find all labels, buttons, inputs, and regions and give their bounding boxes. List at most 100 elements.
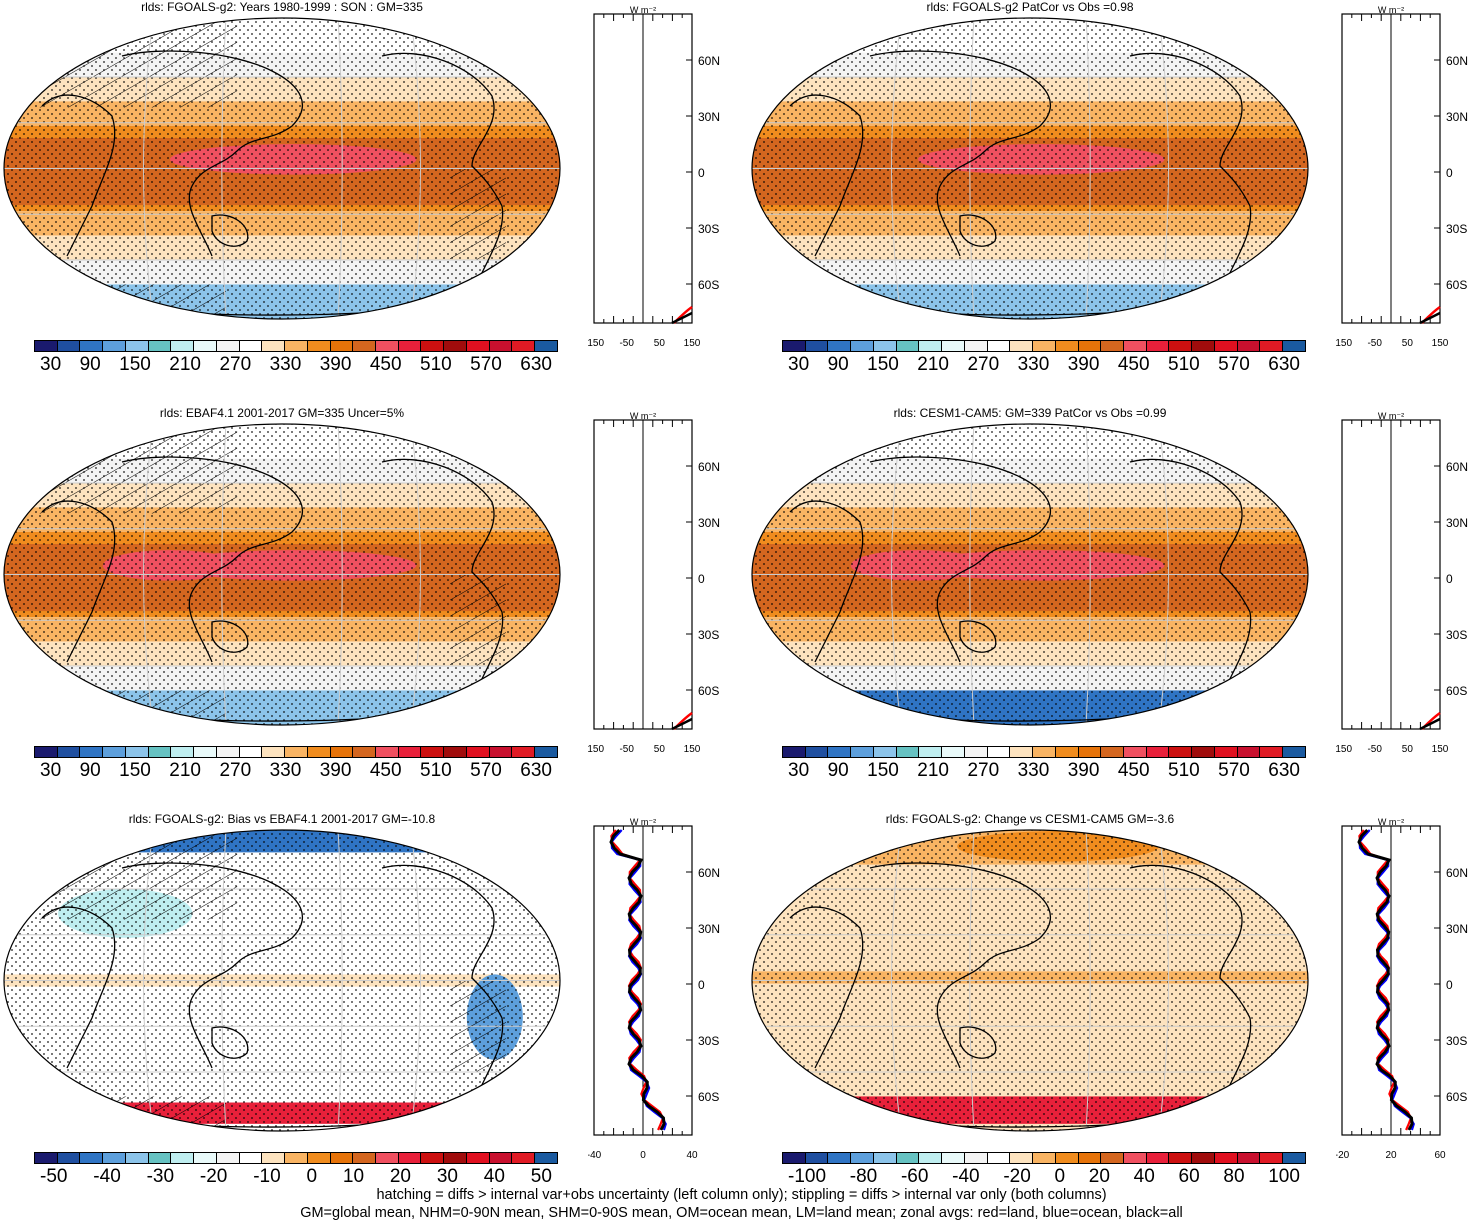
lat-label: 30N: [1446, 516, 1468, 530]
colorbar-labels: 30 90 150 210 270 330 390 450 510 570 630: [40, 354, 552, 376]
colorbar-swatch: [80, 341, 104, 351]
colorbar-swatch: [307, 747, 331, 757]
colorbar-swatch: [330, 1153, 354, 1163]
zonal-tick-label: -20: [1336, 1150, 1350, 1158]
colorbar-label: 40: [483, 1166, 505, 1187]
colorbar-label: -10: [253, 1166, 281, 1187]
colorbar-swatch: [1283, 341, 1305, 351]
lat-label: 30S: [1446, 222, 1467, 236]
footer-line-2: GM=global mean, NHM=0-90N mean, SHM=0-90…: [300, 1205, 1183, 1221]
lat-label: 30S: [1446, 1034, 1467, 1048]
lat-label: 30S: [698, 1034, 719, 1048]
colorbar-label: -50: [40, 1166, 68, 1187]
zonal-mean-plot: W m⁻² 60N 30N 0 30S 60S -150 -50 50 150: [588, 6, 720, 346]
colorbar-label: 570: [1218, 354, 1250, 375]
colorbar-swatch: [466, 1153, 490, 1163]
colorbar-swatch: [466, 341, 490, 351]
colorbar-swatch: [1010, 341, 1034, 351]
lat-label: 60S: [698, 684, 719, 698]
colorbar-swatch: [239, 747, 263, 757]
lat-label: 60S: [1446, 278, 1467, 292]
lat-label: 60N: [698, 54, 720, 68]
coastline-africa: [789, 500, 864, 663]
colorbar-label: 390: [1067, 354, 1100, 375]
colorbar-swatch: [57, 747, 81, 757]
colorbar-label: -20: [199, 1166, 228, 1187]
zonal-mean-plot: W m⁻² 60N 30N 0 30S 60S -150 -50 50 150: [1336, 6, 1468, 346]
panel-title: rlds: FGOALS-g2: Years 1980-1999 : SON :…: [141, 0, 423, 14]
colorbar-swatch: [1101, 747, 1125, 757]
colorbar-labels: -50 -40 -30 -20 -10 0 10 20 30 40 50: [40, 1166, 552, 1188]
colorbar-swatch: [1260, 341, 1284, 351]
coastline-americas: [1129, 864, 1252, 1109]
colorbar-label: 150: [867, 760, 899, 781]
colorbar-swatch: [1146, 341, 1170, 351]
colorbar-label: 30: [40, 760, 62, 781]
lat-label: 60S: [1446, 1090, 1467, 1104]
colorbar-swatch: [353, 341, 377, 351]
colorbar-label: -20: [1003, 1166, 1031, 1187]
zonal-tick-label: 150: [1432, 338, 1449, 346]
colorbar-swatch: [1237, 747, 1261, 757]
colorbar-label: 390: [1067, 760, 1100, 781]
colorbar-swatch: [1260, 747, 1284, 757]
colorbar: [782, 340, 1306, 352]
lat-label: 0: [1446, 978, 1453, 992]
zonal-tick-label: 40: [686, 1150, 698, 1158]
colorbar-label: 270: [967, 354, 1000, 375]
zonal-tick-label: 150: [1432, 744, 1449, 752]
colorbar-swatch: [171, 747, 195, 757]
colorbar-swatch: [512, 1153, 536, 1163]
colorbar-swatch: [307, 1153, 331, 1163]
colorbar-swatch: [1169, 747, 1193, 757]
colorbar-swatch: [103, 1153, 126, 1163]
colorbar-label: 210: [169, 760, 201, 781]
colorbar-swatch: [1214, 341, 1238, 351]
colorbar-swatch: [987, 1153, 1011, 1163]
colorbar-swatch: [376, 341, 399, 351]
colorbar-swatch: [942, 341, 965, 351]
coastline-americas: [381, 52, 504, 297]
map-panel-4: rlds: CESM1-CAM5: GM=339 PatCor vs Obs =…: [748, 406, 1483, 806]
zonal-curve-all: [1357, 828, 1414, 1131]
colorbar-label: 90: [827, 760, 849, 781]
zonal-units: W m⁻²: [1378, 818, 1404, 827]
colorbar: [34, 1152, 558, 1164]
lat-label: 60S: [698, 1090, 719, 1104]
coastline-americas: [1129, 52, 1252, 297]
zonal-curve-all: [1419, 311, 1441, 325]
colorbar-swatch: [398, 1153, 422, 1163]
colorbar-swatch: [1010, 747, 1034, 757]
zonal-mean-plot: W m⁻² 60N 30N 0 30S 60S -40 0 40: [588, 818, 720, 1158]
colorbar-swatch: [1078, 1153, 1102, 1163]
zonal-mean-plot: W m⁻² 60N 30N 0 30S 60S -150 -50 50 150: [588, 412, 720, 752]
colorbar-swatch: [1033, 1153, 1056, 1163]
colorbar-label: 0: [1054, 1166, 1066, 1187]
robinson-map: [3, 829, 561, 1132]
colorbar-swatch: [987, 747, 1011, 757]
colorbar-label: 510: [420, 760, 452, 781]
colorbar-label: 90: [79, 354, 101, 375]
colorbar-swatch: [80, 1153, 104, 1163]
colorbar-swatch: [376, 1153, 399, 1163]
lat-label: 60N: [698, 460, 720, 474]
zonal-units: W m⁻²: [1378, 6, 1404, 15]
lat-label: 60N: [1446, 866, 1468, 880]
colorbar-swatch: [919, 747, 943, 757]
coastline-africa: [41, 500, 116, 663]
lat-label: 0: [698, 166, 705, 180]
coastline-eurasia: [869, 862, 1051, 1069]
lat-label: 30N: [1446, 110, 1468, 124]
colorbar-label: 150: [119, 760, 151, 781]
colorbar-swatch: [466, 747, 490, 757]
lat-label: 30N: [698, 922, 720, 936]
zonal-units: W m⁻²: [630, 6, 656, 15]
zonal-units: W m⁻²: [630, 818, 656, 827]
colorbar-swatch: [964, 341, 988, 351]
lat-label: 0: [1446, 166, 1453, 180]
coastline-americas: [381, 864, 504, 1109]
panel-title: rlds: CESM1-CAM5: GM=339 PatCor vs Obs =…: [893, 406, 1167, 420]
colorbar-label: 30: [436, 1166, 458, 1187]
map-panel-3: rlds: EBAF4.1 2001-2017 GM=335 Uncer=5% 3…: [0, 406, 735, 806]
colorbar-swatch: [1124, 1153, 1147, 1163]
